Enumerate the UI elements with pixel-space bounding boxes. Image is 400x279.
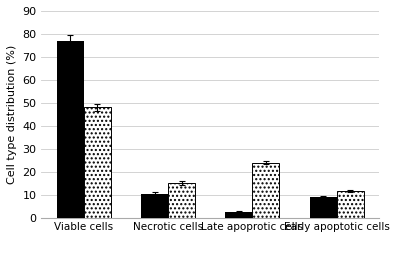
Y-axis label: Cell type distribution (%): Cell type distribution (%) [7, 45, 17, 184]
Bar [57, 41, 84, 218]
Bar [310, 197, 337, 218]
Bar [226, 212, 252, 218]
Bar [141, 194, 168, 218]
Bar [337, 191, 364, 218]
Bar [84, 107, 111, 218]
Bar [168, 183, 195, 218]
Bar [252, 162, 279, 218]
